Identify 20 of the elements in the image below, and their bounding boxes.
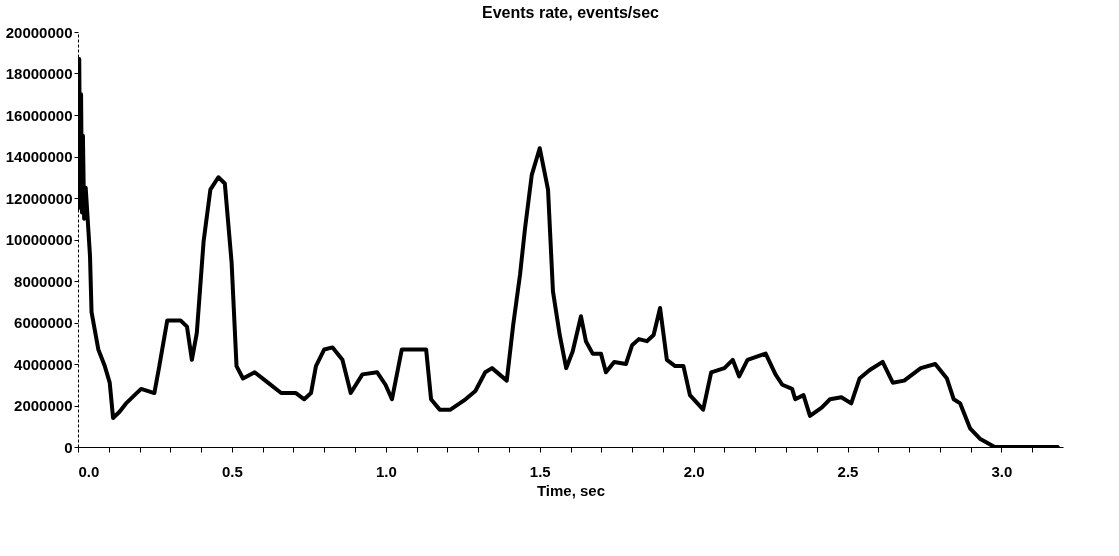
y-tick-label: 4000000 — [14, 355, 73, 373]
y-tick-label: 8000000 — [14, 272, 73, 290]
y-tick-label: 14000000 — [5, 148, 73, 165]
x-tick-label: 1.0 — [375, 462, 397, 480]
y-tick-label: 0 — [64, 438, 73, 456]
y-tick-label: 10000000 — [5, 231, 73, 248]
x-axis-title: Time, sec — [536, 481, 606, 499]
y-tick-label: 12000000 — [5, 189, 73, 207]
x-tick-label: 2.5 — [837, 462, 859, 480]
y-tick-label: 16000000 — [5, 106, 73, 124]
y-tick-label: 18000000 — [5, 65, 73, 82]
y-tick-label: 20000000 — [5, 23, 73, 41]
chart-title: Events rate, events/sec — [482, 4, 660, 21]
x-tick-label: 0.0 — [78, 462, 100, 480]
x-tick-label: 2.0 — [683, 462, 705, 480]
y-tick-label: 2000000 — [14, 397, 73, 414]
x-tick-label: 0.5 — [221, 462, 243, 480]
x-tick-label: 3.0 — [991, 462, 1013, 480]
x-tick-label: 1.5 — [529, 462, 551, 480]
y-tick-label: 6000000 — [14, 314, 73, 331]
